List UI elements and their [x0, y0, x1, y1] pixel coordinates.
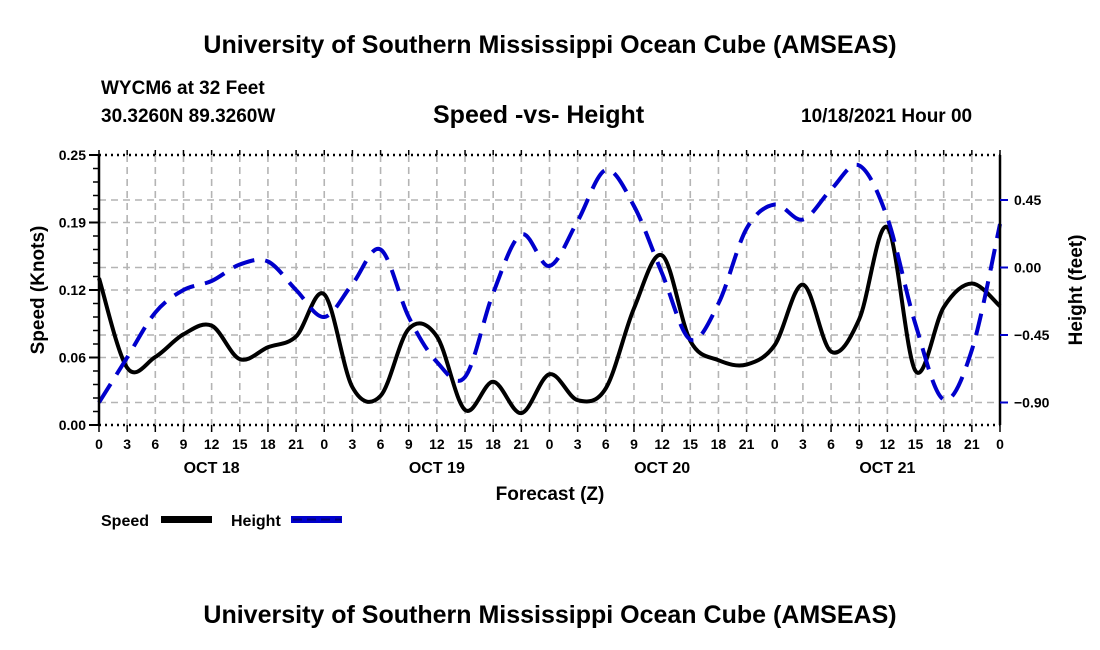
x-tick-label: 3: [799, 436, 807, 452]
day-label: OCT 18: [184, 460, 240, 477]
x-tick-label: 12: [429, 436, 445, 452]
x-tick-label: 18: [485, 436, 501, 452]
series-line-height: [97, 162, 1002, 404]
chart-subtitle: Speed -vs- Height: [433, 101, 645, 129]
axes: [89, 150, 1008, 432]
legend-speed-swatch: [161, 516, 212, 523]
x-tick-label: 6: [827, 436, 835, 452]
x-tick-label: 21: [514, 436, 530, 452]
station-label: WYCM6 at 32 Feet: [101, 78, 265, 99]
legend-height-swatch: [291, 516, 342, 523]
x-tick-label: 18: [260, 436, 276, 452]
legend: Speed Height: [101, 513, 342, 530]
x-tick-label: 18: [711, 436, 727, 452]
x-tick-label: 0: [320, 436, 328, 452]
x-tick-label: 9: [180, 436, 188, 452]
day-label: OCT 19: [409, 460, 465, 477]
x-tick-label: 12: [654, 436, 670, 452]
y-tick-label: 0.00: [59, 417, 86, 433]
x-tick-label: 12: [880, 436, 896, 452]
x-tick-label: 6: [602, 436, 610, 452]
x-tick-label: 15: [682, 436, 698, 452]
x-tick-label: 9: [630, 436, 638, 452]
tick-labels: 0 3 6 9 12 15 18 21 0 3 6 9 12 15 18 21 0 3 6 9 12 15 18 21 0 3 6 9…: [59, 147, 1050, 477]
legend-speed-label: Speed: [101, 513, 149, 530]
x-tick-label: 15: [457, 436, 473, 452]
y2-tick-label: −0.45: [1014, 327, 1050, 343]
x-tick-label: 15: [232, 436, 248, 452]
x-tick-label: 21: [288, 436, 304, 452]
x-tick-label: 9: [405, 436, 413, 452]
legend-height-label: Height: [231, 513, 281, 530]
y2-tick-label: 0.00: [1014, 260, 1041, 276]
y-tick-label: 0.06: [59, 350, 86, 366]
x-tick-label: 18: [936, 436, 952, 452]
series-line-speed: [97, 225, 1002, 416]
y-tick-label: 0.12: [59, 282, 86, 298]
main-title: University of Southern Mississippi Ocean…: [203, 31, 897, 59]
y2-tick-label: −0.90: [1014, 395, 1050, 411]
x-tick-label: 3: [574, 436, 582, 452]
grid: [99, 155, 1000, 425]
x-tick-label: 15: [908, 436, 924, 452]
x-tick-label: 0: [771, 436, 779, 452]
x-tick-label: 0: [996, 436, 1004, 452]
x-tick-label: 3: [123, 436, 131, 452]
x-tick-label: 3: [349, 436, 357, 452]
forecast-datetime: 10/18/2021 Hour 00: [801, 106, 973, 127]
y2-axis-title: Height (feet): [1066, 235, 1087, 346]
x-tick-label: 12: [204, 436, 220, 452]
x-tick-label: 6: [377, 436, 385, 452]
y-tick-label: 0.19: [59, 215, 86, 231]
y2-tick-label: 0.45: [1014, 192, 1041, 208]
x-tick-label: 21: [739, 436, 755, 452]
x-tick-label: 9: [855, 436, 863, 452]
x-tick-label: 0: [546, 436, 554, 452]
day-label: OCT 20: [634, 460, 690, 477]
x-tick-label: 21: [964, 436, 980, 452]
day-label: OCT 21: [859, 460, 915, 477]
x-tick-label: 6: [151, 436, 159, 452]
series-layer: [97, 162, 1002, 416]
y-tick-label: 0.25: [59, 147, 86, 163]
footer-title: University of Southern Mississippi Ocean…: [203, 601, 897, 629]
y-axis-title: Speed (Knots): [28, 226, 49, 355]
coordinates-label: 30.3260N 89.3260W: [101, 106, 276, 127]
x-axis-title: Forecast (Z): [496, 484, 605, 505]
x-tick-label: 0: [95, 436, 103, 452]
